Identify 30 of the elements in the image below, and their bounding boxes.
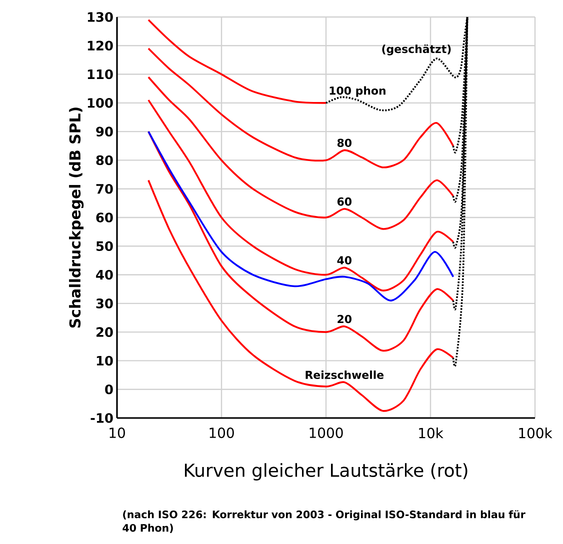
annotation: 60 bbox=[337, 197, 352, 206]
x-tick-label: 10k bbox=[419, 428, 444, 438]
y-tick-label: 130 bbox=[88, 12, 113, 22]
annotation: Reizschwelle bbox=[306, 370, 384, 379]
y-tick-label: 50 bbox=[96, 241, 113, 252]
annotation: 20 bbox=[338, 314, 352, 324]
y-tick-label: 90 bbox=[96, 126, 113, 136]
y-tick-label: 120 bbox=[88, 40, 113, 51]
y-tick-label: 10 bbox=[96, 356, 113, 366]
y-tick-label: 20 bbox=[96, 327, 113, 337]
annotation: 100 phon bbox=[330, 86, 386, 97]
annotation: 40 bbox=[337, 256, 352, 264]
y-tick-label: 40 bbox=[96, 270, 113, 280]
y-tick-label: 60 bbox=[96, 212, 113, 222]
x-tick-label: 10 bbox=[110, 428, 125, 438]
y-tick-label: 110 bbox=[88, 69, 113, 80]
y-tick-label: 70 bbox=[96, 184, 113, 194]
y-axis-title: Schalldruckpegel (dB SPL) bbox=[69, 108, 84, 328]
x-axis-title: Kurven gleicher Lautstärke (rot) bbox=[184, 463, 468, 481]
x-tick-label: 100 bbox=[210, 428, 234, 438]
x-tick-label: 1000 bbox=[310, 428, 343, 438]
annotation: (geschätzt) bbox=[382, 44, 451, 56]
text: (nach ISO 226: Korrektur von 2003 - Original ISO-Standard in blau für 40 Phon) bbox=[122, 510, 526, 533]
annotation: 80 bbox=[337, 138, 352, 147]
y-tick-label: 80 bbox=[96, 155, 113, 166]
x-tick-label: 100k bbox=[519, 428, 552, 438]
y-tick-label: -10 bbox=[90, 413, 113, 423]
y-tick-label: 30 bbox=[96, 298, 113, 308]
y-tick-label: 0 bbox=[105, 384, 113, 394]
y-tick-label: 100 bbox=[88, 98, 113, 108]
